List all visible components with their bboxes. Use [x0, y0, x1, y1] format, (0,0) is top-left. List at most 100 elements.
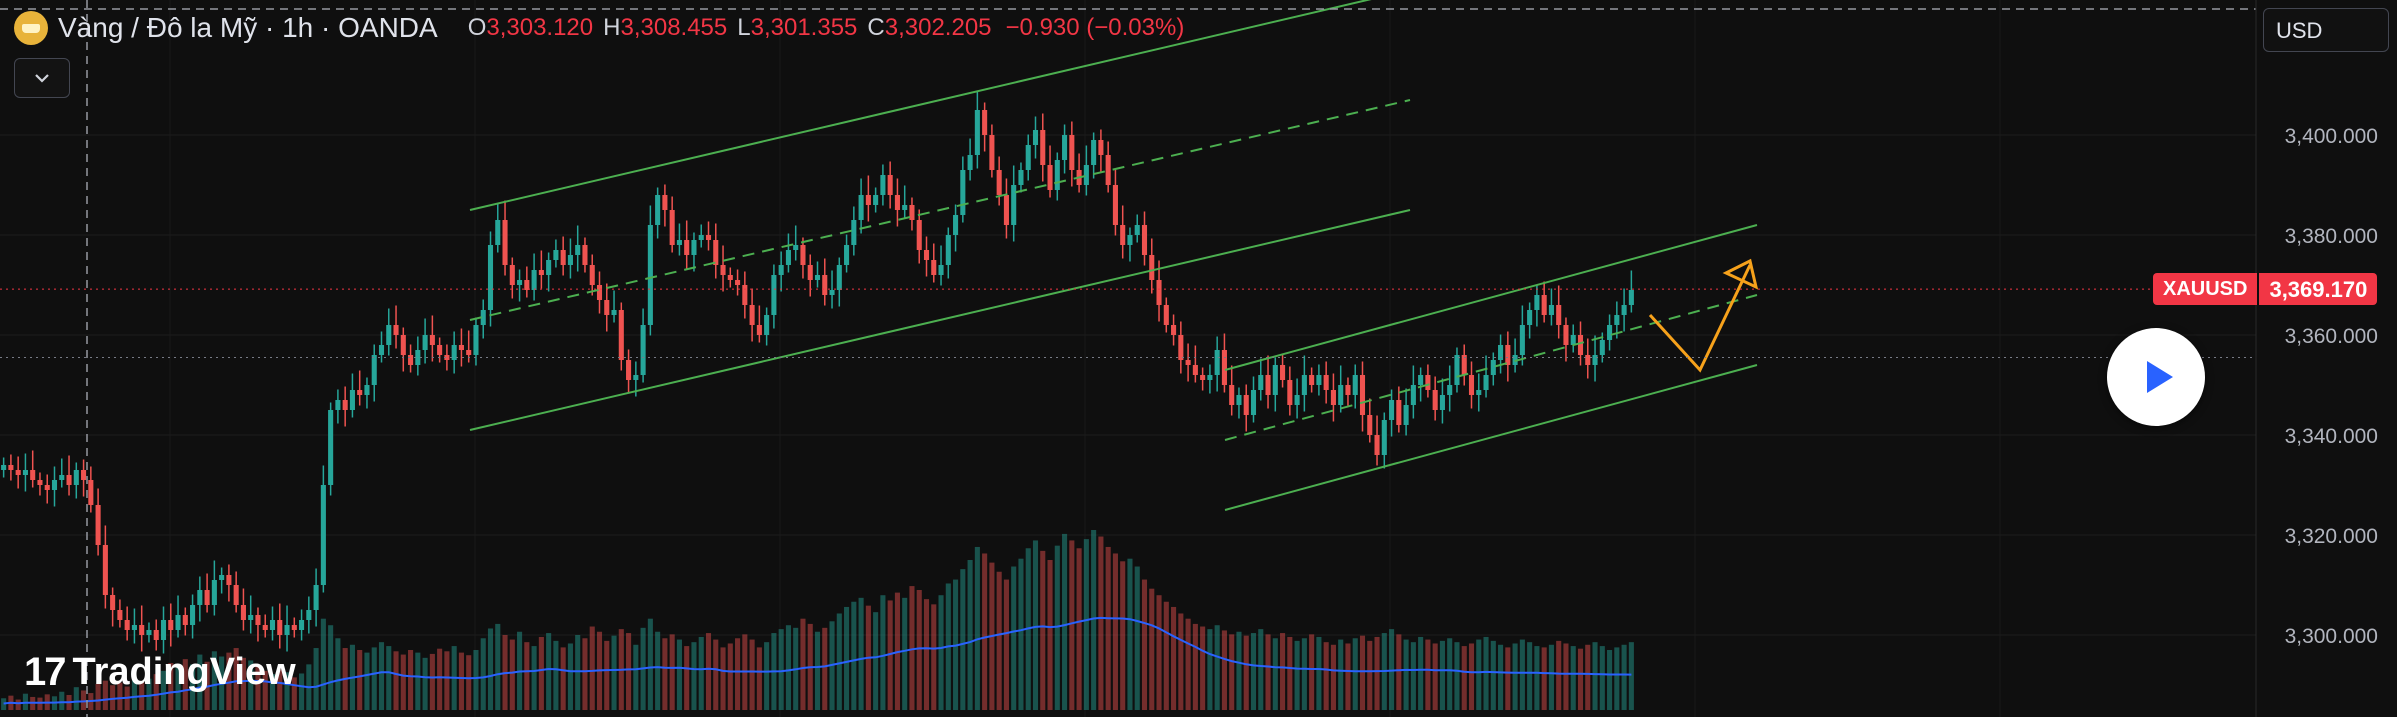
- volume-bar: [175, 667, 181, 710]
- candle-body: [713, 240, 719, 265]
- candle-body: [814, 275, 821, 280]
- volume-bar: [495, 623, 501, 710]
- candle-body: [255, 615, 261, 625]
- candle-body: [633, 375, 639, 380]
- candle-body: [1207, 375, 1213, 380]
- candle-body: [386, 325, 392, 345]
- volume-bar: [1614, 647, 1620, 710]
- volume-bar: [102, 680, 108, 710]
- low-key: L: [737, 14, 751, 41]
- last-price-label: XAUUSD 3,369.170: [2153, 273, 2378, 306]
- volume-bar: [1112, 553, 1118, 710]
- volume-bar: [1047, 560, 1053, 710]
- candle-body: [1163, 305, 1169, 325]
- candle-body: [182, 615, 188, 625]
- volume-bar: [1345, 643, 1351, 710]
- volume-bar: [1011, 566, 1017, 710]
- trend-channels[interactable]: [469, 0, 1758, 511]
- candle-body: [197, 590, 203, 605]
- candle-body: [153, 630, 159, 640]
- volume-bar: [146, 678, 152, 710]
- volume-bar: [800, 618, 806, 710]
- high-key: H: [603, 14, 621, 41]
- candle-body: [807, 265, 813, 280]
- play-button[interactable]: [2107, 328, 2205, 426]
- volume-bar: [466, 655, 472, 710]
- volume-bar: [1367, 640, 1373, 710]
- volume-bar: [1127, 558, 1133, 710]
- candle-body: [1083, 165, 1089, 185]
- candle-body: [211, 580, 217, 605]
- candle-body: [8, 465, 14, 470]
- candle-body: [444, 355, 450, 360]
- volume-bar: [386, 646, 392, 710]
- volume-bar: [81, 690, 87, 710]
- volume-bar: [851, 601, 857, 710]
- currency-button[interactable]: USD: [2263, 8, 2389, 52]
- price-tick-label: 3,400.000: [2285, 125, 2378, 148]
- candle-body: [546, 260, 552, 275]
- collapse-legend-button[interactable]: [14, 58, 70, 98]
- volume-bar: [647, 618, 653, 710]
- volume-bar: [887, 600, 893, 710]
- candle-body: [720, 265, 726, 275]
- volume-bar: [1192, 623, 1198, 710]
- candle-body: [473, 325, 479, 355]
- chevron-down-icon: [35, 74, 49, 83]
- volume-bar: [480, 638, 486, 710]
- volume-bar: [1505, 647, 1511, 710]
- candle-body: [1112, 185, 1118, 225]
- channel-line: [1224, 294, 1758, 441]
- candle-body: [1323, 375, 1329, 390]
- symbol-title[interactable]: Vàng / Đô la Mỹ · 1h · OANDA: [58, 12, 438, 43]
- volume-bar: [1032, 540, 1039, 710]
- volume-bar: [1425, 639, 1431, 710]
- tradingview-logo[interactable]: 17 TradingView: [24, 650, 296, 695]
- projection-path[interactable]: [1648, 264, 1752, 373]
- candle-body: [1185, 360, 1191, 365]
- candle-body: [1563, 325, 1569, 345]
- volume-bar: [1396, 634, 1402, 710]
- volume-bar: [1454, 642, 1460, 710]
- candle-body: [1156, 280, 1162, 305]
- candle-body: [945, 235, 951, 265]
- candle-body: [778, 265, 784, 275]
- candle-body: [531, 270, 537, 290]
- price-axis[interactable]: 3,300.000 3,320.000 3,340.000 3,360.000 3,38…: [2255, 0, 2378, 717]
- volume-bar: [611, 635, 617, 710]
- volume-bar: [1091, 530, 1097, 710]
- volume-bar: [400, 654, 406, 710]
- candle-body: [1570, 335, 1576, 345]
- candle-body: [1541, 295, 1547, 315]
- candle-body: [1527, 310, 1533, 325]
- volume-bar: [575, 635, 581, 710]
- candle-body: [1447, 385, 1453, 395]
- volume-bar: [182, 659, 188, 710]
- candle-body: [1403, 405, 1409, 425]
- volume-bar: [233, 648, 239, 710]
- volume-bar: [633, 644, 639, 710]
- volume-bar: [1229, 634, 1235, 710]
- candle-body: [596, 285, 603, 300]
- candle-body: [909, 205, 915, 220]
- candle-body: [1374, 435, 1380, 455]
- volume-bar: [1236, 631, 1242, 710]
- candle-body: [1214, 350, 1220, 375]
- candle-body: [1592, 355, 1598, 365]
- candle-body: [81, 470, 87, 480]
- candle-body: [902, 205, 908, 210]
- candle-body: [131, 625, 137, 630]
- volume-bar: [73, 687, 79, 710]
- candle-body: [284, 625, 290, 635]
- candle-body: [480, 310, 486, 325]
- candle-body: [1628, 290, 1634, 305]
- candle-body: [146, 630, 152, 635]
- candle-body: [938, 265, 944, 275]
- candle-body: [357, 390, 363, 395]
- gold-symbol-icon[interactable]: [14, 11, 48, 45]
- volume-bar: [873, 612, 879, 710]
- candle-body: [1396, 400, 1402, 425]
- volume-bar: [880, 595, 886, 710]
- volume-bar: [538, 636, 544, 710]
